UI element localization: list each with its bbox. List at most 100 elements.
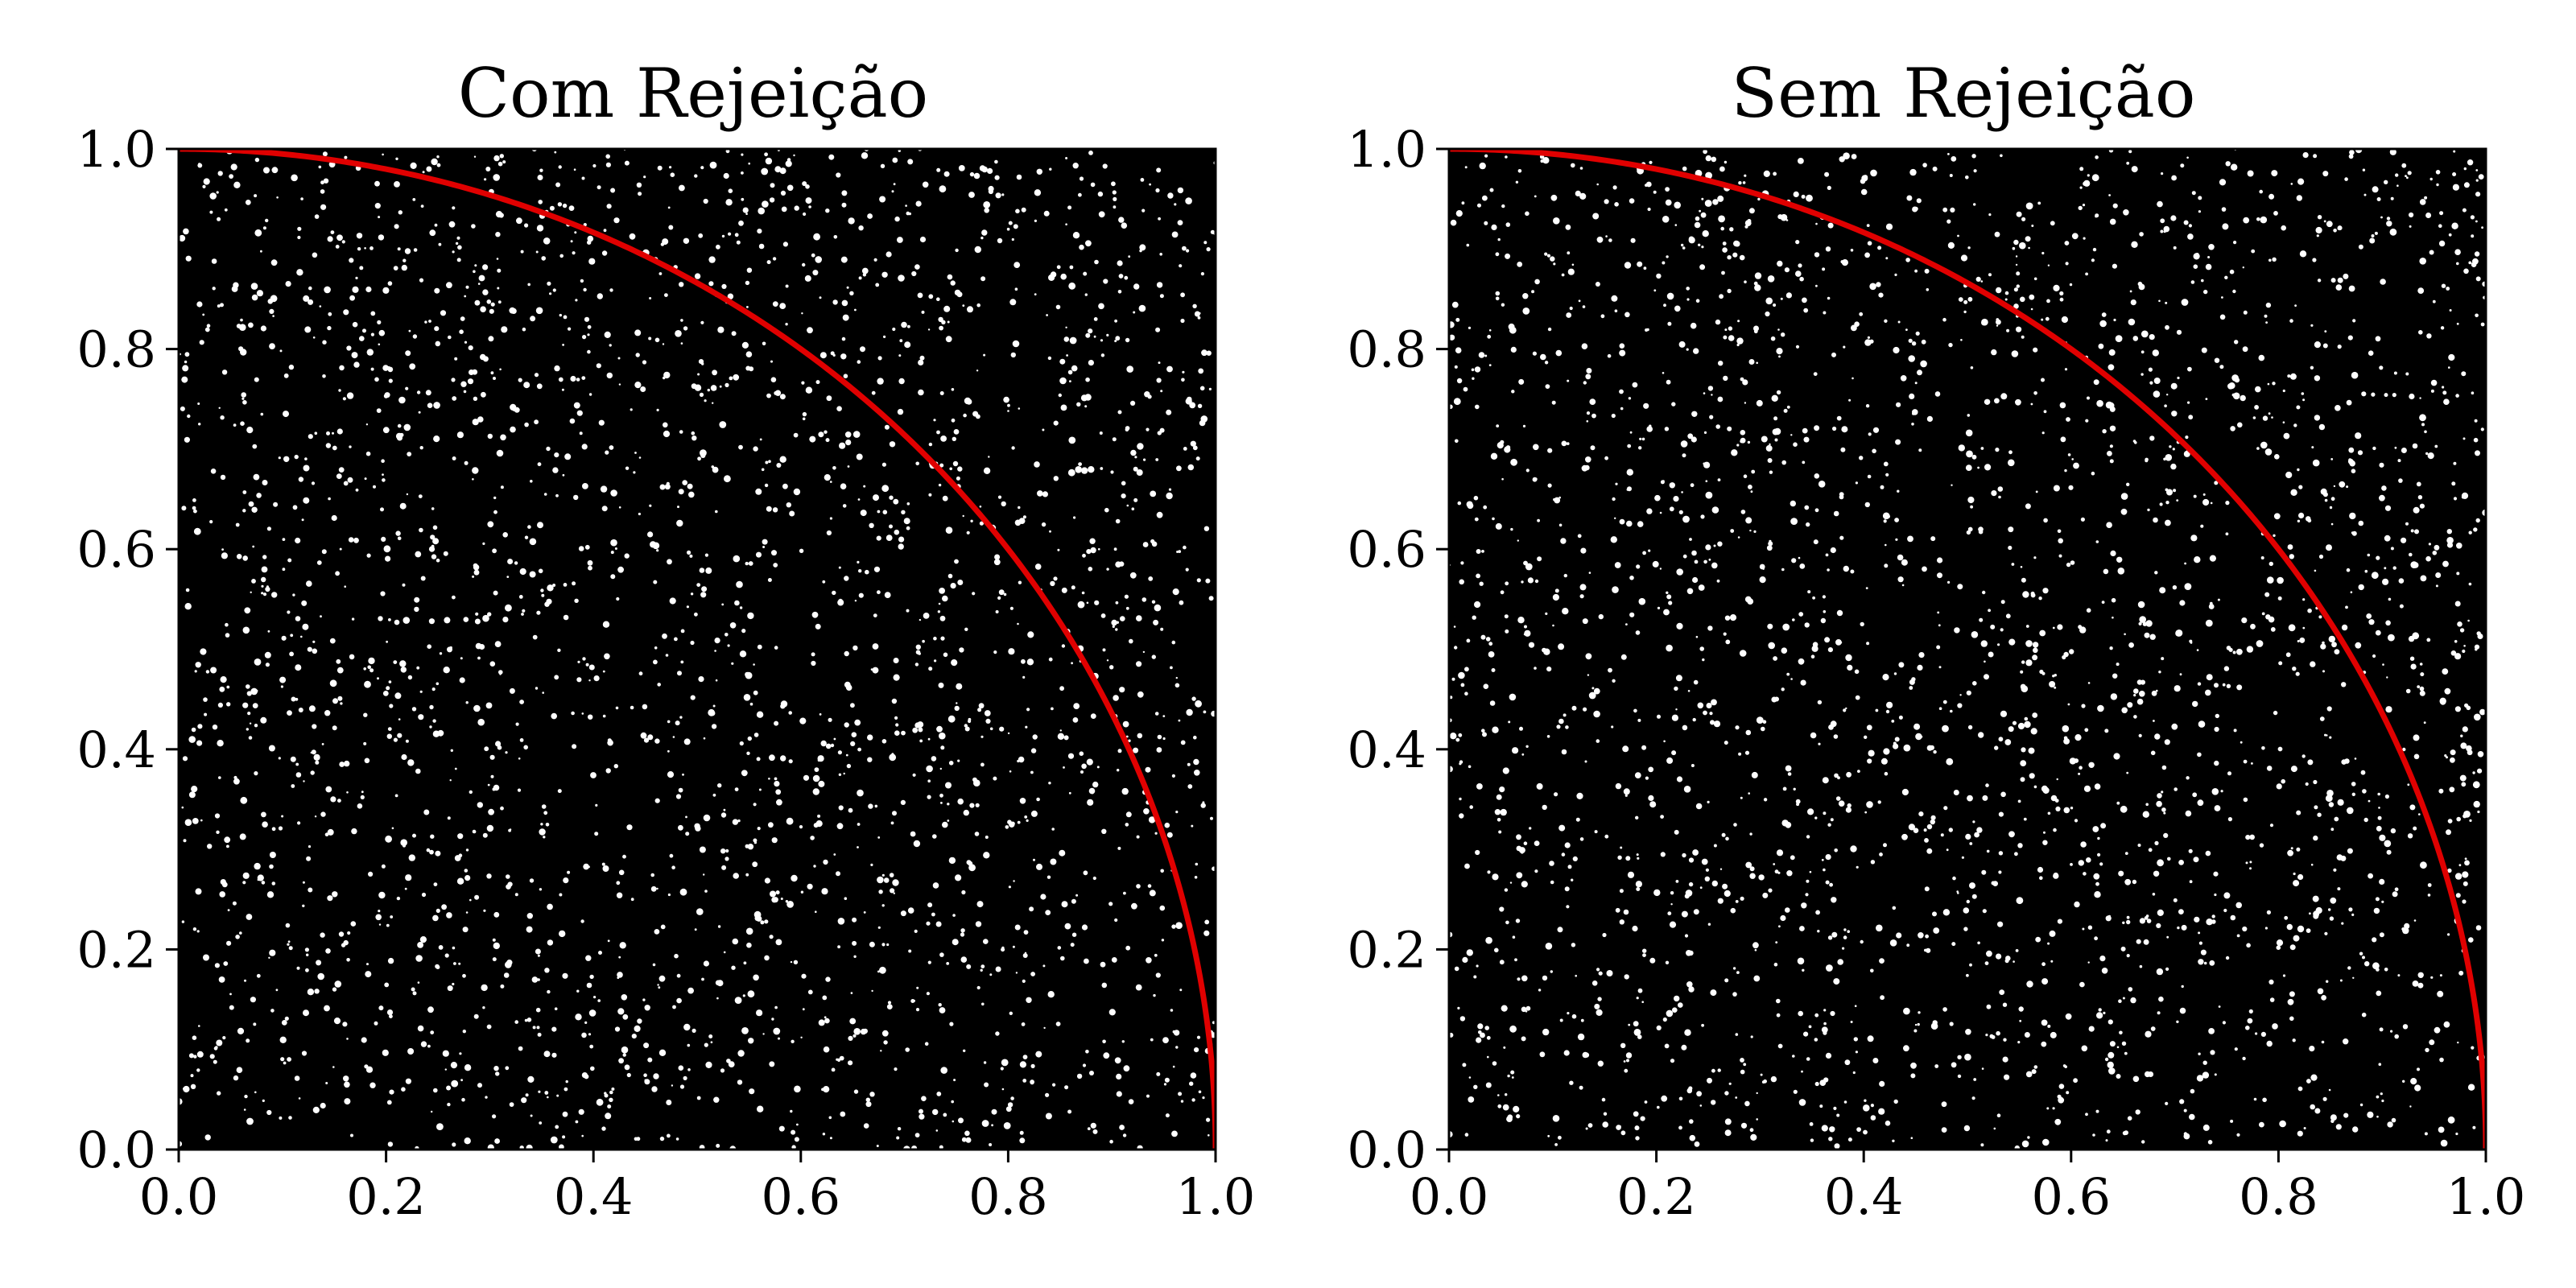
scatter-gap	[2252, 416, 2256, 419]
scatter-gap	[1662, 1017, 1667, 1022]
scatter-gap	[1860, 939, 1864, 944]
scatter-gap	[307, 646, 312, 652]
scatter-gap	[295, 616, 301, 621]
scatter-gap	[1795, 240, 1800, 245]
scatter-gap	[464, 869, 469, 873]
scatter-gap	[2273, 513, 2281, 520]
scatter-gap	[490, 371, 494, 375]
scatter-gap	[537, 175, 543, 180]
scatter-gap	[1903, 744, 1911, 752]
scatter-gap	[653, 659, 658, 665]
scatter-gap	[419, 936, 427, 943]
scatter-gap	[2225, 501, 2230, 506]
scatter-gap	[605, 768, 611, 774]
scatter-gap	[2070, 560, 2075, 565]
scatter-gap	[912, 727, 919, 733]
scatter-gap	[857, 846, 859, 848]
scatter-gap	[2214, 1073, 2217, 1076]
scatter-gap	[1925, 934, 1930, 939]
scatter-gap	[1910, 1062, 1917, 1069]
scatter-gap	[2046, 1107, 2050, 1110]
scatter-gap	[910, 999, 915, 1003]
scatter-gap	[799, 717, 807, 724]
scatter-gap	[586, 982, 592, 989]
scatter-gap	[653, 580, 658, 584]
scatter-gap	[943, 305, 951, 312]
scatter-gap	[2126, 919, 2131, 925]
scatter-gap	[773, 563, 778, 568]
scatter-gap	[1818, 742, 1821, 745]
scatter-gap	[499, 154, 504, 159]
scatter-gap	[2384, 393, 2388, 398]
scatter-gap	[728, 188, 733, 193]
scatter-gap	[2230, 914, 2236, 921]
scatter-gap	[2266, 766, 2273, 771]
scatter-gap	[697, 456, 701, 461]
scatter-gap	[741, 197, 745, 201]
scatter-gap	[341, 943, 346, 947]
scatter-gap	[836, 172, 841, 178]
scatter-gap	[1967, 795, 1973, 802]
scatter-gap	[584, 1074, 589, 1080]
scatter-gap	[2378, 807, 2380, 809]
scatter-gap	[880, 1050, 882, 1052]
scatter-gap	[2480, 322, 2485, 327]
scatter-gap	[2377, 815, 2382, 820]
scatter-gap	[644, 1005, 650, 1011]
scatter-gap	[606, 372, 613, 379]
scatter-gap	[1713, 844, 1717, 848]
scatter-gap	[1971, 454, 1977, 460]
scatter-gap	[2333, 229, 2337, 233]
scatter-gap	[412, 833, 416, 838]
scatter-gap	[2456, 262, 2459, 266]
plot-frame	[177, 147, 1217, 1151]
scatter-gap	[1922, 163, 1927, 167]
scatter-gap	[393, 660, 398, 664]
scatter-gap	[942, 821, 948, 828]
scatter-gap	[873, 494, 879, 502]
scatter-gap	[432, 525, 438, 530]
scatter-gap	[1963, 907, 1970, 914]
scatter-gap	[1633, 1111, 1639, 1117]
scatter-gap	[1736, 444, 1740, 447]
scatter-gap	[1823, 1009, 1827, 1012]
scatter-gap	[1859, 312, 1864, 316]
scatter-gap	[482, 289, 489, 295]
scatter-gap	[488, 336, 494, 342]
scatter-gap	[2359, 1103, 2363, 1107]
scatter-gap	[562, 203, 568, 208]
scatter-gap	[2016, 271, 2021, 276]
scatter-gap	[217, 217, 221, 221]
scatter-gap	[525, 1093, 529, 1097]
scatter-gap	[210, 667, 217, 674]
scatter-gap	[1799, 926, 1805, 931]
scatter-gap	[1118, 274, 1124, 279]
scatter-gap	[1614, 517, 1616, 519]
scatter-gap	[753, 446, 758, 452]
scatter-gap	[765, 157, 773, 165]
scatter-gap	[269, 308, 275, 314]
scatter-gap	[2447, 1116, 2455, 1124]
scatter-gap	[2462, 437, 2466, 440]
scatter-gap	[495, 1071, 500, 1076]
scatter-gap	[1876, 282, 1881, 287]
scatter-gap	[2021, 747, 2026, 753]
scatter-gap	[1045, 1092, 1050, 1097]
scatter-gap	[633, 471, 636, 474]
scatter-gap	[2293, 423, 2297, 427]
scatter-gap	[1468, 1076, 1472, 1079]
scatter-gap	[297, 226, 302, 231]
scatter-gap	[495, 232, 501, 237]
scatter-gap	[614, 1026, 621, 1032]
scatter-gap	[1037, 490, 1043, 497]
scatter-gap	[1776, 1013, 1781, 1018]
scatter-gap	[477, 656, 481, 660]
scatter-gap	[871, 390, 876, 395]
scatter-gap	[405, 739, 409, 743]
scatter-gap	[2462, 371, 2466, 375]
scatter-gap	[2188, 224, 2192, 228]
scatter-gap	[2000, 710, 2008, 717]
scatter-gap	[483, 909, 486, 912]
scatter-gap	[1577, 1033, 1585, 1041]
scatter-gap	[618, 869, 625, 876]
